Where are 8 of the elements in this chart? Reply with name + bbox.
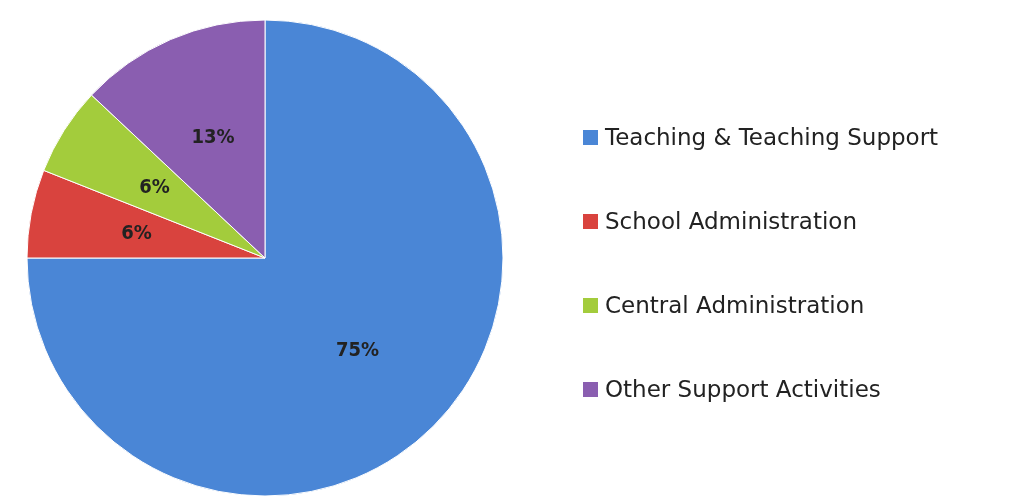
- data-label: 6%: [139, 174, 170, 199]
- data-label: 13%: [191, 124, 235, 149]
- legend-label: Teaching & Teaching Support: [604, 123, 939, 150]
- legend-label: Other Support Activities: [605, 375, 881, 402]
- legend-label: School Administration: [605, 207, 857, 234]
- legend-label: Central Administration: [605, 291, 865, 318]
- data-label: 6%: [121, 219, 152, 244]
- data-label: 75%: [336, 337, 380, 362]
